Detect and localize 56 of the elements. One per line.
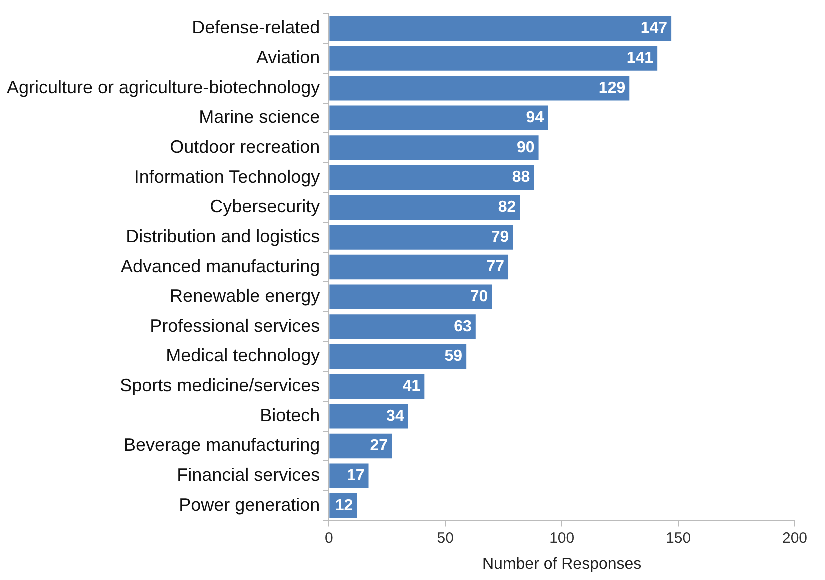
data-label: 129 <box>598 80 626 97</box>
y-tick-label: Professional services <box>150 316 320 336</box>
x-tick-label: 200 <box>782 530 808 547</box>
data-label: 94 <box>526 110 544 127</box>
bar <box>330 314 476 340</box>
bar <box>330 254 509 280</box>
bar <box>330 76 630 101</box>
bar <box>330 165 534 190</box>
data-label: 12 <box>335 497 354 514</box>
y-tick-label: Renewable energy <box>170 286 320 306</box>
y-tick-label: Aviation <box>256 48 320 68</box>
y-tick-label: Information Technology <box>134 166 320 187</box>
y-tick-label: Agriculture or agriculture-biotechnology <box>6 77 320 98</box>
y-tick-label: Outdoor recreation <box>170 136 320 157</box>
data-label: 77 <box>486 258 505 276</box>
bar <box>330 16 672 42</box>
bar <box>330 106 548 131</box>
bar <box>330 434 392 459</box>
bar <box>330 284 492 310</box>
x-tick-label: 50 <box>437 530 454 547</box>
x-tick-label: 150 <box>666 530 692 547</box>
y-tick-label: Distribution and logistics <box>126 226 320 246</box>
y-tick-label: Financial services <box>177 465 320 486</box>
y-tick-label: Biotech <box>260 405 320 426</box>
data-label: 41 <box>402 378 421 395</box>
y-tick-label: Cybersecurity <box>210 196 320 217</box>
y-tick-label: Marine science <box>199 107 320 128</box>
data-label: 70 <box>470 288 488 306</box>
bar <box>330 464 369 488</box>
bar <box>330 46 658 71</box>
data-label: 88 <box>512 169 530 186</box>
data-label: 90 <box>516 139 535 156</box>
bar <box>330 374 425 399</box>
y-tick-label: Power generation <box>179 494 320 515</box>
data-label: 147 <box>640 20 668 38</box>
y-tick-label: Medical technology <box>166 346 320 366</box>
bar <box>330 404 408 429</box>
y-tick-label: Advanced manufacturing <box>121 256 320 276</box>
y-tick-label: Beverage manufacturing <box>124 435 320 456</box>
data-label: 141 <box>626 50 654 67</box>
data-label: 59 <box>444 348 463 366</box>
bar <box>330 344 467 370</box>
x-tick-label: 0 <box>324 530 334 547</box>
bar <box>330 225 514 250</box>
data-label: 82 <box>498 199 516 216</box>
x-tick-label: 100 <box>550 530 575 547</box>
bar <box>330 195 520 220</box>
data-label: 17 <box>346 467 365 484</box>
data-label: 27 <box>370 438 388 455</box>
data-label: 79 <box>491 228 510 246</box>
bar <box>330 136 539 160</box>
y-tick-label: Sports medicine/services <box>120 376 320 396</box>
y-tick-label: Defense-related <box>192 18 320 38</box>
data-label: 63 <box>454 318 472 336</box>
x-axis-title: Number of Responses <box>482 556 642 573</box>
data-label: 34 <box>386 408 404 425</box>
